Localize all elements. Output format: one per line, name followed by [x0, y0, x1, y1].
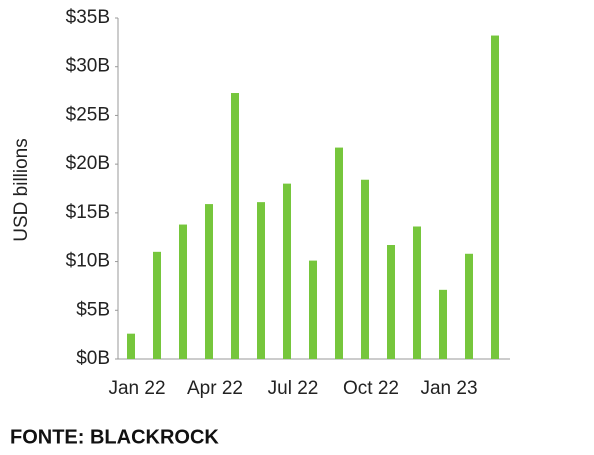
y-tick-label: $15B — [66, 202, 110, 223]
y-tick-label: $0B — [76, 348, 110, 369]
bar — [127, 333, 135, 359]
bar — [413, 226, 421, 359]
bar — [361, 179, 369, 359]
bar — [283, 183, 291, 359]
bar — [205, 204, 213, 359]
y-tick-label: $35B — [66, 7, 110, 28]
y-tick-label: $20B — [66, 153, 110, 174]
x-tick-label: Jul 22 — [268, 378, 319, 399]
x-tick-label: Apr 22 — [187, 378, 243, 399]
bar — [465, 253, 473, 359]
bar — [179, 224, 187, 359]
y-axis-label: USD billions — [11, 138, 32, 241]
y-tick-label: $25B — [66, 104, 110, 125]
x-tick-label: Jan 22 — [108, 378, 165, 399]
bar — [309, 260, 317, 359]
y-tick-label: $10B — [66, 251, 110, 272]
x-tick-label: Jan 23 — [420, 378, 477, 399]
bar — [231, 93, 239, 360]
bar — [335, 147, 343, 359]
bar — [257, 202, 265, 359]
y-tick-label: $30B — [66, 56, 110, 77]
bar — [387, 245, 395, 359]
y-tick-label: $5B — [76, 299, 110, 320]
x-tick-label: Oct 22 — [343, 378, 399, 399]
bar — [491, 35, 499, 360]
bar — [439, 289, 447, 359]
source: FONTE: BLACKROCK — [10, 426, 219, 448]
bar — [153, 251, 161, 359]
